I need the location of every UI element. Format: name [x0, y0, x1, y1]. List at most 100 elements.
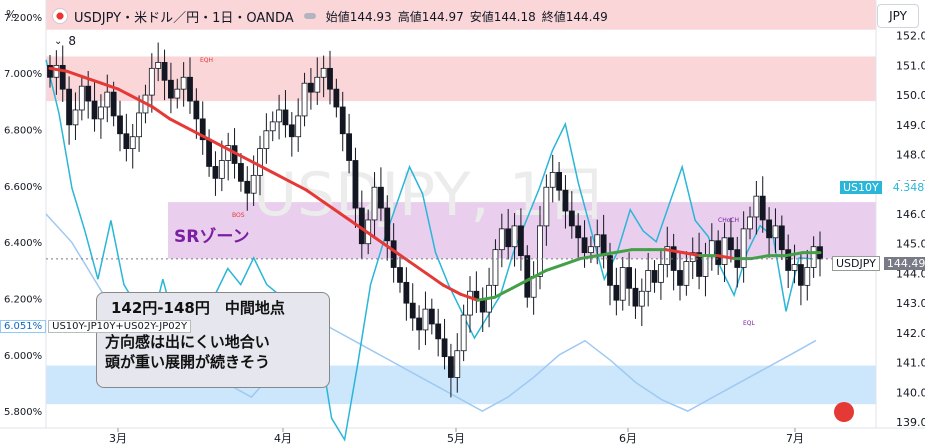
candle — [403, 281, 410, 304]
usdjpy-name: USDJPY — [832, 255, 880, 271]
candle — [257, 148, 263, 176]
structure-label-0: EQH — [200, 57, 213, 64]
ma-segment — [681, 251, 702, 258]
candle — [740, 228, 747, 268]
note-line-1: 方向感は出にくい地合い — [105, 333, 270, 351]
ma-segment — [288, 179, 309, 192]
candle — [301, 82, 308, 117]
us-flag-icon — [52, 8, 68, 24]
indicator-toggle[interactable]: ⌄ 8 — [54, 34, 76, 48]
right-tick-151: 151.00 — [896, 59, 925, 72]
candle — [206, 139, 212, 167]
right-tick-143: 143.00 — [896, 297, 925, 310]
candle — [460, 314, 467, 352]
right-tick-146: 146.00 — [896, 208, 925, 221]
candle — [225, 145, 232, 161]
candle — [308, 82, 314, 93]
right-tick-140: 140.00 — [896, 386, 925, 399]
candle — [384, 207, 391, 242]
note-line-2: 頭が重い展開が続きそう — [105, 353, 271, 371]
ma-segment — [510, 277, 531, 290]
candle — [664, 246, 671, 265]
left-tick-1: 7.000% — [4, 69, 42, 80]
candle — [174, 88, 181, 99]
symbol-header[interactable]: USDJPY・米ドル／円・1日・OANDA 始値144.93 高値144.97 … — [52, 6, 608, 26]
candle — [390, 240, 397, 268]
candle — [524, 255, 531, 298]
candle — [339, 106, 346, 135]
left-tick-5: 6.200% — [4, 294, 42, 305]
ma-segment — [715, 254, 736, 261]
ma-segment — [322, 200, 343, 216]
x-tick-0: 3月 — [109, 432, 127, 445]
candle — [638, 290, 645, 307]
ma-segment — [270, 170, 292, 183]
candle — [791, 264, 798, 271]
candle — [409, 302, 416, 319]
candle — [568, 210, 575, 227]
watermark: USDJPY, 1日 — [253, 160, 607, 230]
flag-badge-icon[interactable] — [834, 402, 854, 422]
symbol-title[interactable]: USDJPY・米ドル／円・1日・OANDA — [74, 10, 294, 26]
ma-segment — [527, 268, 548, 281]
candle — [85, 85, 92, 102]
candle — [263, 130, 270, 150]
usdjpy-value: 144.49 — [883, 256, 925, 270]
ma-segment — [784, 251, 805, 258]
candle — [161, 62, 168, 81]
candle — [549, 171, 556, 188]
candle — [352, 160, 359, 209]
candle — [759, 195, 766, 221]
ohlc-high: 高値144.97 — [397, 9, 464, 24]
candle — [218, 160, 225, 179]
candle — [180, 76, 187, 90]
ohlc-close: 終値144.49 — [541, 9, 608, 24]
ma-segment — [373, 236, 394, 252]
ma-segment — [544, 263, 565, 272]
ma-segment — [168, 117, 189, 130]
candle — [282, 109, 289, 126]
candle — [187, 76, 193, 102]
ma-segment — [305, 188, 326, 204]
x-tick-3: 6月 — [619, 432, 637, 445]
candle — [613, 284, 620, 301]
collapse-icon[interactable] — [303, 13, 316, 19]
candle — [47, 64, 53, 78]
x-tick-1: 4月 — [274, 432, 292, 445]
candle — [467, 290, 473, 316]
x-tick-2: 5月 — [447, 432, 465, 445]
ma-segment — [493, 286, 514, 299]
candle — [250, 174, 257, 194]
candle — [193, 100, 200, 120]
candle — [689, 252, 696, 262]
candle — [288, 124, 295, 138]
candle — [626, 267, 632, 289]
us10y-name: US10Y — [840, 180, 882, 194]
candle — [238, 163, 244, 182]
candle — [91, 100, 98, 120]
candle — [72, 109, 79, 126]
currency-selector[interactable]: JPY — [877, 4, 919, 28]
candle — [397, 267, 403, 283]
candle — [600, 234, 607, 257]
candle — [715, 240, 722, 265]
ma-segment — [185, 126, 206, 139]
ma-segment — [459, 292, 480, 302]
chevron-down-icon[interactable]: ⌄ — [54, 35, 63, 47]
note-title: 142円-148円 中間地点 — [111, 299, 285, 317]
ma-segment — [236, 153, 257, 165]
ma-segment — [476, 295, 497, 302]
candle — [78, 85, 85, 111]
left-tick-3: 6.600% — [4, 182, 42, 193]
candle — [747, 216, 753, 230]
candle — [110, 91, 117, 117]
candle — [785, 249, 792, 271]
candle — [798, 264, 804, 286]
candle — [378, 186, 384, 209]
ma-segment — [664, 248, 685, 255]
ma-segment — [442, 283, 463, 296]
ma-segment — [151, 105, 172, 121]
sr-zone-label: SRゾーン — [174, 227, 250, 247]
spread-name: US10Y-JP10Y+US02Y-JP02Y — [48, 319, 192, 333]
